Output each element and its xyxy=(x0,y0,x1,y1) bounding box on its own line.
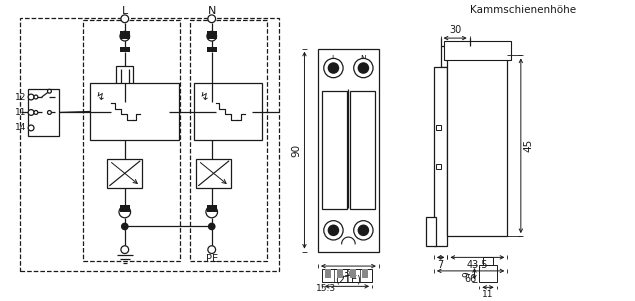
Bar xyxy=(350,91,375,209)
Bar xyxy=(189,20,267,261)
Bar xyxy=(194,83,262,140)
Bar xyxy=(444,41,511,60)
Bar xyxy=(207,205,217,212)
Bar xyxy=(90,83,179,140)
Bar xyxy=(448,55,507,236)
Text: 90: 90 xyxy=(291,144,302,157)
Circle shape xyxy=(208,246,216,253)
Text: L: L xyxy=(331,55,335,64)
Bar xyxy=(322,91,347,209)
Circle shape xyxy=(28,94,34,100)
Bar xyxy=(350,269,356,278)
Text: 15.3: 15.3 xyxy=(316,284,336,293)
Text: ↯: ↯ xyxy=(199,92,209,102)
Circle shape xyxy=(119,206,131,218)
Circle shape xyxy=(208,15,216,23)
Bar xyxy=(207,31,217,39)
Circle shape xyxy=(34,95,38,99)
Circle shape xyxy=(358,62,369,74)
Circle shape xyxy=(324,58,343,78)
Circle shape xyxy=(28,110,34,115)
Text: 7: 7 xyxy=(438,260,444,270)
Bar xyxy=(426,217,436,246)
Circle shape xyxy=(28,125,34,131)
Circle shape xyxy=(354,58,373,78)
Text: 9: 9 xyxy=(462,271,472,277)
Circle shape xyxy=(324,221,343,240)
Circle shape xyxy=(121,246,129,253)
Bar xyxy=(363,269,368,278)
Text: PE: PE xyxy=(206,254,218,265)
Circle shape xyxy=(121,223,129,230)
Bar xyxy=(324,269,331,278)
Text: 14: 14 xyxy=(15,123,26,132)
Bar xyxy=(120,205,130,212)
Text: (2TE): (2TE) xyxy=(335,275,361,285)
Circle shape xyxy=(48,110,51,114)
Bar xyxy=(434,67,448,246)
Circle shape xyxy=(208,223,216,230)
Text: Kammschienenhöhe: Kammschienenhöhe xyxy=(470,5,576,15)
Text: 43.5: 43.5 xyxy=(467,260,488,270)
Circle shape xyxy=(120,31,130,41)
Bar xyxy=(337,269,343,278)
Bar xyxy=(120,47,130,51)
Circle shape xyxy=(48,89,51,93)
Circle shape xyxy=(207,31,217,41)
Bar xyxy=(120,31,130,39)
Text: 12: 12 xyxy=(15,92,26,101)
Circle shape xyxy=(358,225,369,236)
Text: N: N xyxy=(208,6,216,16)
Bar xyxy=(196,159,231,188)
Bar xyxy=(322,269,372,283)
Bar xyxy=(83,20,180,261)
Bar xyxy=(28,89,59,136)
Bar xyxy=(107,159,142,188)
Text: N: N xyxy=(361,55,366,64)
Circle shape xyxy=(328,225,339,236)
Bar xyxy=(318,49,379,252)
Text: ↯: ↯ xyxy=(95,92,104,102)
Text: 45: 45 xyxy=(524,139,534,152)
Bar xyxy=(207,47,217,51)
Bar xyxy=(20,18,279,271)
Text: 36: 36 xyxy=(342,269,355,279)
Circle shape xyxy=(354,221,373,240)
Text: 11: 11 xyxy=(15,108,26,117)
Text: 11: 11 xyxy=(482,290,494,299)
Circle shape xyxy=(34,110,38,114)
Circle shape xyxy=(328,62,339,74)
Circle shape xyxy=(206,206,218,218)
Circle shape xyxy=(121,15,129,23)
Text: L: L xyxy=(122,6,128,16)
Bar xyxy=(483,257,493,265)
Text: 66: 66 xyxy=(464,274,477,284)
Bar xyxy=(436,125,441,130)
Bar xyxy=(116,66,133,87)
Bar xyxy=(436,164,441,169)
Bar xyxy=(441,46,470,67)
Bar xyxy=(479,265,497,283)
Text: 30: 30 xyxy=(449,25,461,35)
